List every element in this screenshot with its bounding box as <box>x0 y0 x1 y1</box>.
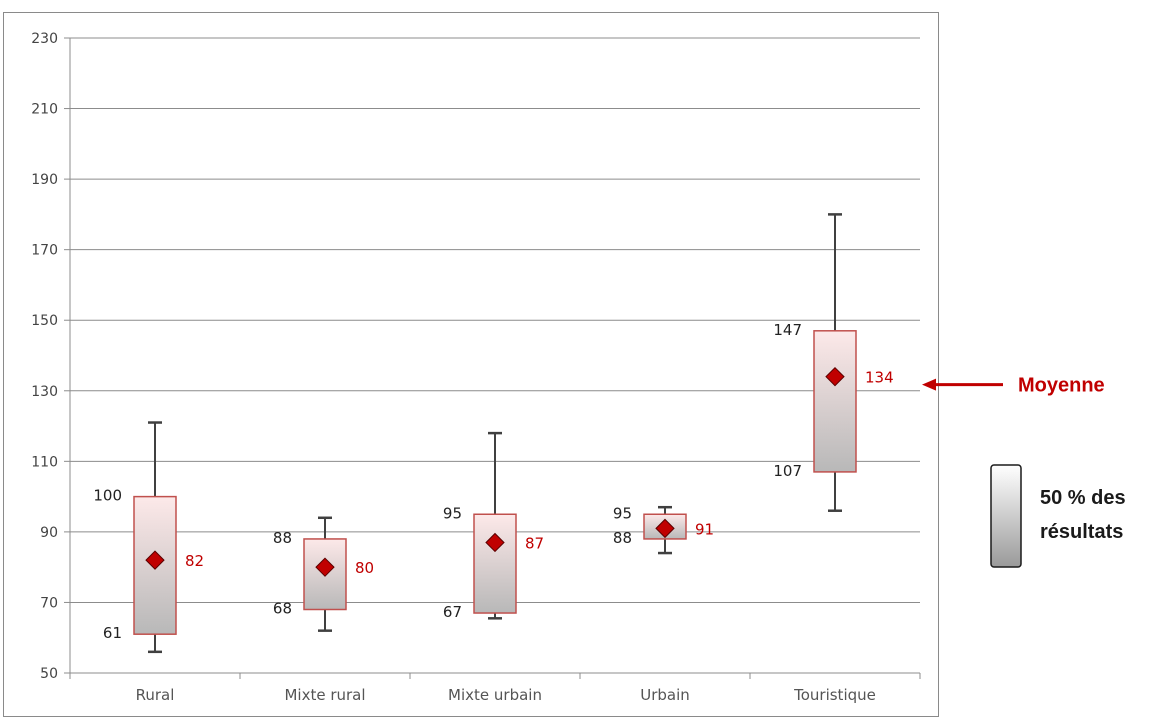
iqr-box <box>813 330 857 473</box>
y-tick-label: 190 <box>31 172 58 188</box>
q3-label: 100 <box>93 487 122 505</box>
legend-label-line1: 50 % des <box>1040 487 1126 509</box>
x-category-label: Urbain <box>640 686 690 704</box>
y-tick-label: 230 <box>31 31 58 47</box>
annotation-label: Moyenne <box>1018 375 1105 397</box>
y-tick-label: 110 <box>31 454 58 470</box>
q1-label: 68 <box>273 600 292 618</box>
annotation-arrow-head <box>922 378 936 391</box>
iqr-box <box>473 513 517 614</box>
axes: 230 210 190 170 150 130 110 90 70 50 Rural Mixte ru… <box>31 31 921 704</box>
mean-marker <box>825 366 845 387</box>
y-tick-label: 210 <box>31 102 58 118</box>
x-category-label: Mixte urbain <box>448 686 542 704</box>
mean-label: 80 <box>355 559 374 577</box>
mean-label: 91 <box>695 520 714 538</box>
mean-marker <box>145 550 165 570</box>
mean-label: 82 <box>185 552 204 570</box>
q3-label: 147 <box>773 321 802 339</box>
mean-marker <box>315 557 335 577</box>
mean-label: 134 <box>865 369 894 387</box>
x-category-label: Rural <box>136 686 175 704</box>
box-3: 95 67 87 <box>443 431 544 621</box>
legend: 50 % des résultats <box>990 464 1126 568</box>
box-4: 95 88 91 <box>613 504 714 555</box>
mean-marker <box>485 532 505 553</box>
box-2: 88 68 80 <box>273 516 374 632</box>
boxes: 100 61 82 88 68 80 95 67 87 95 88 91 147 107 134 <box>93 213 894 654</box>
mean-marker <box>655 518 675 539</box>
q3-label: 95 <box>443 504 462 522</box>
y-tick-label: 150 <box>31 313 58 329</box>
y-tick-label: 130 <box>31 384 58 400</box>
q3-label: 95 <box>613 504 632 522</box>
q3-label: 88 <box>273 529 292 547</box>
x-category-label: Touristique <box>793 686 876 704</box>
box-5: 147 107 134 <box>773 213 894 512</box>
x-category-label: Mixte rural <box>284 686 365 704</box>
box-1: 100 61 82 <box>93 421 204 654</box>
y-tick-label: 50 <box>40 666 58 682</box>
y-tick-label: 70 <box>40 595 58 611</box>
y-tick-label: 170 <box>31 243 58 259</box>
q1-label: 88 <box>613 529 632 547</box>
annotation: Moyenne <box>922 375 1105 397</box>
q1-label: 67 <box>443 603 462 621</box>
legend-swatch <box>990 464 1022 568</box>
q1-label: 107 <box>773 462 802 480</box>
q1-label: 61 <box>103 624 122 642</box>
y-tick-label: 90 <box>40 525 58 541</box>
mean-label: 87 <box>525 534 544 552</box>
legend-label-line2: résultats <box>1040 521 1123 543</box>
